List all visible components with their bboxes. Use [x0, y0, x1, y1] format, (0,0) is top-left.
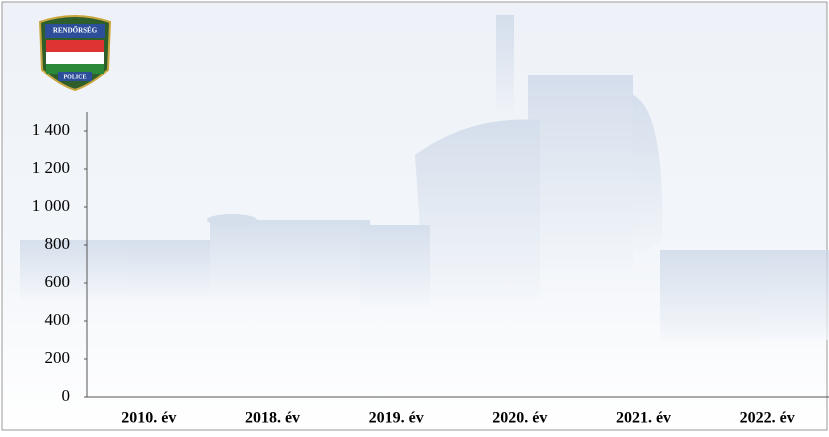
y-tick-label: 0: [62, 386, 71, 405]
y-tick-label: 800: [45, 234, 71, 253]
y-tick-label: 1 200: [32, 158, 70, 177]
background: [2, 2, 827, 430]
chart: RENDŐRSÉG POLICE 0 200 400 600 800 1 000 1 200…: [0, 0, 829, 432]
x-tick-label: 2022. év: [740, 410, 795, 427]
x-tick-label: 2010. év: [121, 410, 176, 427]
y-tick-label: 200: [45, 348, 71, 367]
y-tick-label: 600: [45, 272, 71, 291]
y-tick-label: 1 400: [32, 120, 70, 139]
logo-bottom: POLICE: [63, 74, 86, 80]
y-tick-label: 1 000: [32, 196, 70, 215]
x-tick-label: 2018. év: [245, 410, 300, 427]
x-tick-label: 2020. év: [492, 410, 547, 427]
x-tick-label: 2021. év: [616, 410, 671, 427]
x-tick-label: 2019. év: [369, 410, 424, 427]
y-tick-label: 400: [45, 310, 71, 329]
logo-top: RENDŐRSÉG: [53, 27, 98, 35]
